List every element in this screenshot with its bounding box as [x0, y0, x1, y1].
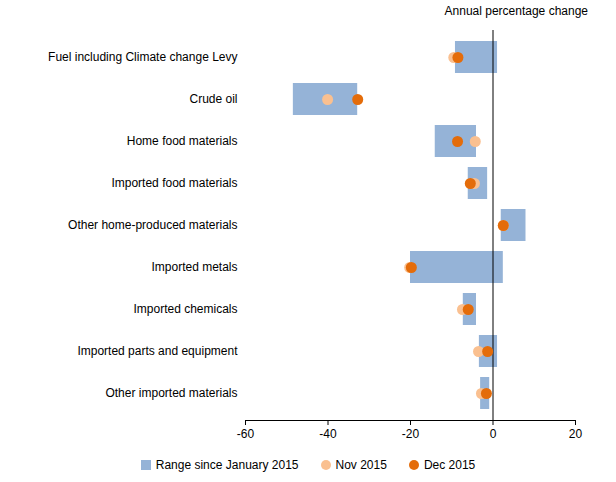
svg-text:Imported chemicals: Imported chemicals [133, 302, 237, 316]
svg-text:Other imported materials: Other imported materials [105, 386, 237, 400]
svg-text:Home food materials: Home food materials [127, 134, 238, 148]
svg-text:-20: -20 [402, 427, 420, 441]
html-text:Range since January 2015: Range since January 2015 [155, 458, 299, 472]
svg-text:Imported parts and equipment: Imported parts and equipment [77, 344, 238, 358]
html-text:Annual percentage change: Annual percentage change [444, 4, 588, 18]
html-text:Nov 2015: Nov 2015 [335, 458, 387, 472]
svg-text:-40: -40 [319, 427, 337, 441]
svg-text:Crude oil: Crude oil [189, 92, 237, 106]
svg-text:Imported food materials: Imported food materials [111, 176, 237, 190]
svg-text:Imported metals: Imported metals [151, 260, 237, 274]
html-text:Dec 2015: Dec 2015 [423, 458, 476, 472]
svg-text:Other home-produced materials: Other home-produced materials [68, 218, 237, 232]
svg-text:-60: -60 [237, 427, 255, 441]
svg-text:20: 20 [569, 427, 583, 441]
svg-text:Fuel including Climate change: Fuel including Climate change Levy [48, 50, 237, 64]
svg-text:0: 0 [490, 427, 497, 441]
